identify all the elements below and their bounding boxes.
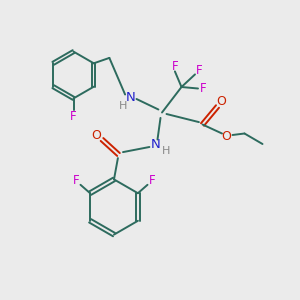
Text: F: F (72, 174, 79, 187)
Text: O: O (91, 129, 101, 142)
Text: O: O (216, 94, 226, 108)
Text: N: N (126, 91, 135, 104)
Text: N: N (151, 137, 161, 151)
Text: F: F (200, 82, 206, 95)
Text: O: O (222, 130, 231, 143)
Text: H: H (161, 146, 170, 156)
Text: F: F (70, 110, 77, 123)
Text: F: F (149, 174, 156, 187)
Text: F: F (196, 64, 203, 77)
Text: F: F (172, 59, 178, 73)
Text: H: H (119, 101, 127, 111)
